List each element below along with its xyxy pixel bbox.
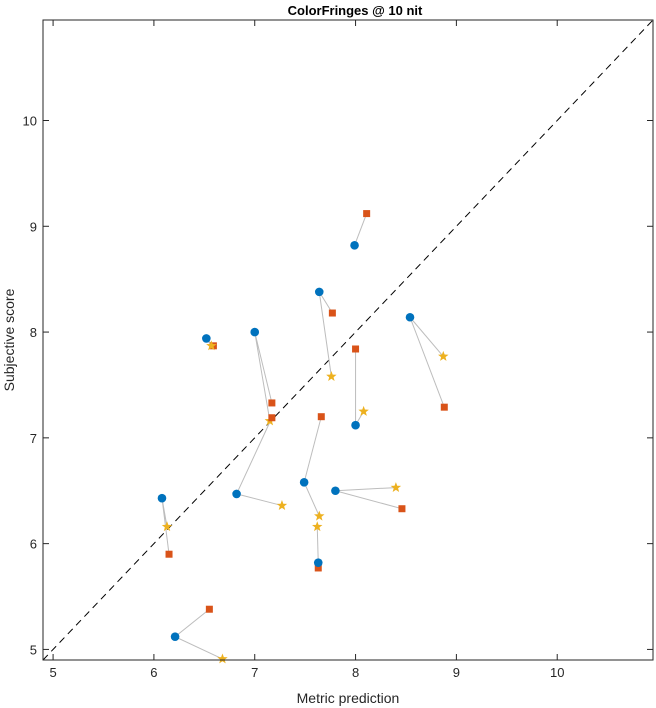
connector-line [335, 487, 403, 510]
y-axis-label: Subjective score [1, 288, 17, 391]
data-point-circle [232, 489, 241, 499]
connector-line [409, 316, 445, 408]
reference-line [42, 19, 654, 661]
data-point-circle [299, 477, 309, 487]
data-point-square [317, 413, 325, 421]
data-point-star [217, 653, 228, 664]
x-axis-label: Metric prediction [297, 690, 400, 706]
data-point-star [314, 510, 325, 521]
data-point-star [326, 371, 337, 381]
data-point-square [398, 505, 406, 513]
data-point-square [268, 399, 276, 407]
x-tick-label: 6 [150, 665, 157, 680]
data-point-star [161, 521, 173, 532]
data-point-square [165, 550, 173, 558]
data-point-circle [314, 287, 324, 297]
connector-line [303, 416, 322, 517]
data-point-star [390, 482, 402, 493]
data-point-star [312, 521, 323, 532]
x-axis-ticks: 5 6 7 8 9 10 [49, 20, 564, 680]
y-axis-ticks: 5 6 7 8 9 10 [23, 113, 653, 657]
y-tick-label: 8 [30, 325, 37, 340]
data-point-square [205, 605, 213, 613]
data-point-star [276, 500, 288, 510]
chart-title: ColorFringes @ 10 nit [288, 3, 423, 18]
y-tick-label: 7 [30, 431, 37, 446]
x-tick-label: 9 [453, 665, 460, 680]
plot-area-frame [42, 19, 654, 661]
data-point-circle [202, 334, 211, 343]
data-point-square [352, 345, 360, 353]
x-tick-label: 5 [49, 665, 56, 680]
x-tick-label: 10 [550, 665, 564, 680]
y-tick-label: 5 [30, 642, 37, 657]
x-tick-label: 7 [251, 665, 258, 680]
data-point-circle [313, 558, 323, 567]
data-point-circle [157, 493, 167, 503]
x-tick-label: 8 [352, 665, 359, 680]
data-point-square [363, 210, 371, 218]
connector-lines [161, 213, 445, 660]
data-point-square [440, 403, 448, 411]
data-point-square [328, 309, 336, 317]
y-tick-label: 10 [23, 113, 37, 128]
data-point-square [314, 564, 322, 572]
data-point-star [438, 350, 449, 361]
data-point-circle [350, 241, 359, 250]
connector-line [354, 213, 368, 246]
plot-content [42, 19, 654, 664]
data-point-square [268, 414, 276, 422]
data-point-star [358, 405, 369, 416]
data-point-circle [331, 486, 340, 496]
data-point-circle [351, 420, 360, 430]
connector-line [174, 608, 223, 660]
y-tick-label: 9 [30, 219, 37, 234]
data-point-circle [170, 632, 180, 642]
connector-line [254, 331, 273, 422]
data-point-circle [405, 312, 415, 322]
y-tick-label: 6 [30, 537, 37, 552]
connector-line [235, 417, 283, 507]
data-point-circle [250, 327, 260, 337]
data-point-star [206, 340, 217, 351]
markers [157, 210, 449, 664]
